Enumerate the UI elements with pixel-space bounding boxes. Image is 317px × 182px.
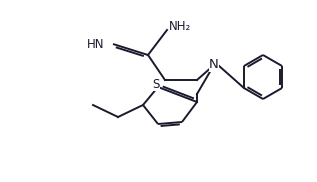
Text: HN: HN xyxy=(87,39,105,52)
Text: NH₂: NH₂ xyxy=(169,19,191,33)
Text: N: N xyxy=(209,58,219,72)
Text: S: S xyxy=(152,78,160,90)
